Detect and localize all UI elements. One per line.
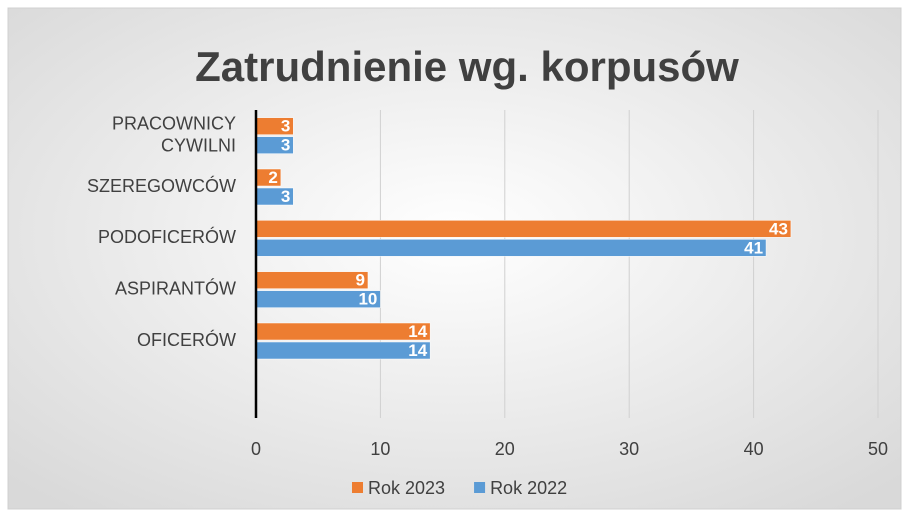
y-tick-label-line: PRACOWNICY [112, 113, 236, 133]
data-label: 10 [358, 290, 377, 309]
x-tick-label: 40 [744, 439, 764, 459]
bar [255, 322, 431, 341]
chart-title: Zatrudnienie wg. korpusów [195, 43, 739, 90]
x-tick-label: 30 [619, 439, 639, 459]
x-tick-label: 50 [868, 439, 888, 459]
x-tick-label: 0 [251, 439, 261, 459]
data-label: 43 [769, 219, 788, 238]
data-label: 2 [268, 168, 277, 187]
data-label: 3 [281, 117, 290, 136]
data-label: 14 [408, 341, 427, 360]
y-tick-label: PODOFICERÓW [98, 226, 236, 247]
y-tick-label: ASPIRANTÓW [115, 277, 236, 298]
x-tick-label: 10 [370, 439, 390, 459]
bar [255, 271, 369, 289]
legend-label: Rok 2022 [490, 478, 567, 498]
chart-background [7, 7, 902, 510]
bar [255, 220, 792, 238]
bar [255, 341, 431, 360]
y-tick-label-line: CYWILNI [161, 135, 236, 155]
data-label: 41 [744, 238, 763, 257]
x-tick-label: 20 [495, 439, 515, 459]
legend-label: Rok 2023 [368, 478, 445, 498]
bar [255, 239, 767, 257]
data-label: 9 [355, 271, 364, 290]
data-label: 3 [281, 187, 290, 206]
legend-swatch [352, 482, 363, 493]
legend-swatch [474, 482, 486, 493]
y-tick-label: PRACOWNICY CYWILNI [112, 113, 236, 155]
y-tick-label: OFICERÓW [137, 329, 236, 350]
data-label: 14 [408, 322, 427, 341]
data-label: 3 [281, 136, 290, 155]
y-tick-label: SZEREGOWCÓW [87, 175, 236, 196]
